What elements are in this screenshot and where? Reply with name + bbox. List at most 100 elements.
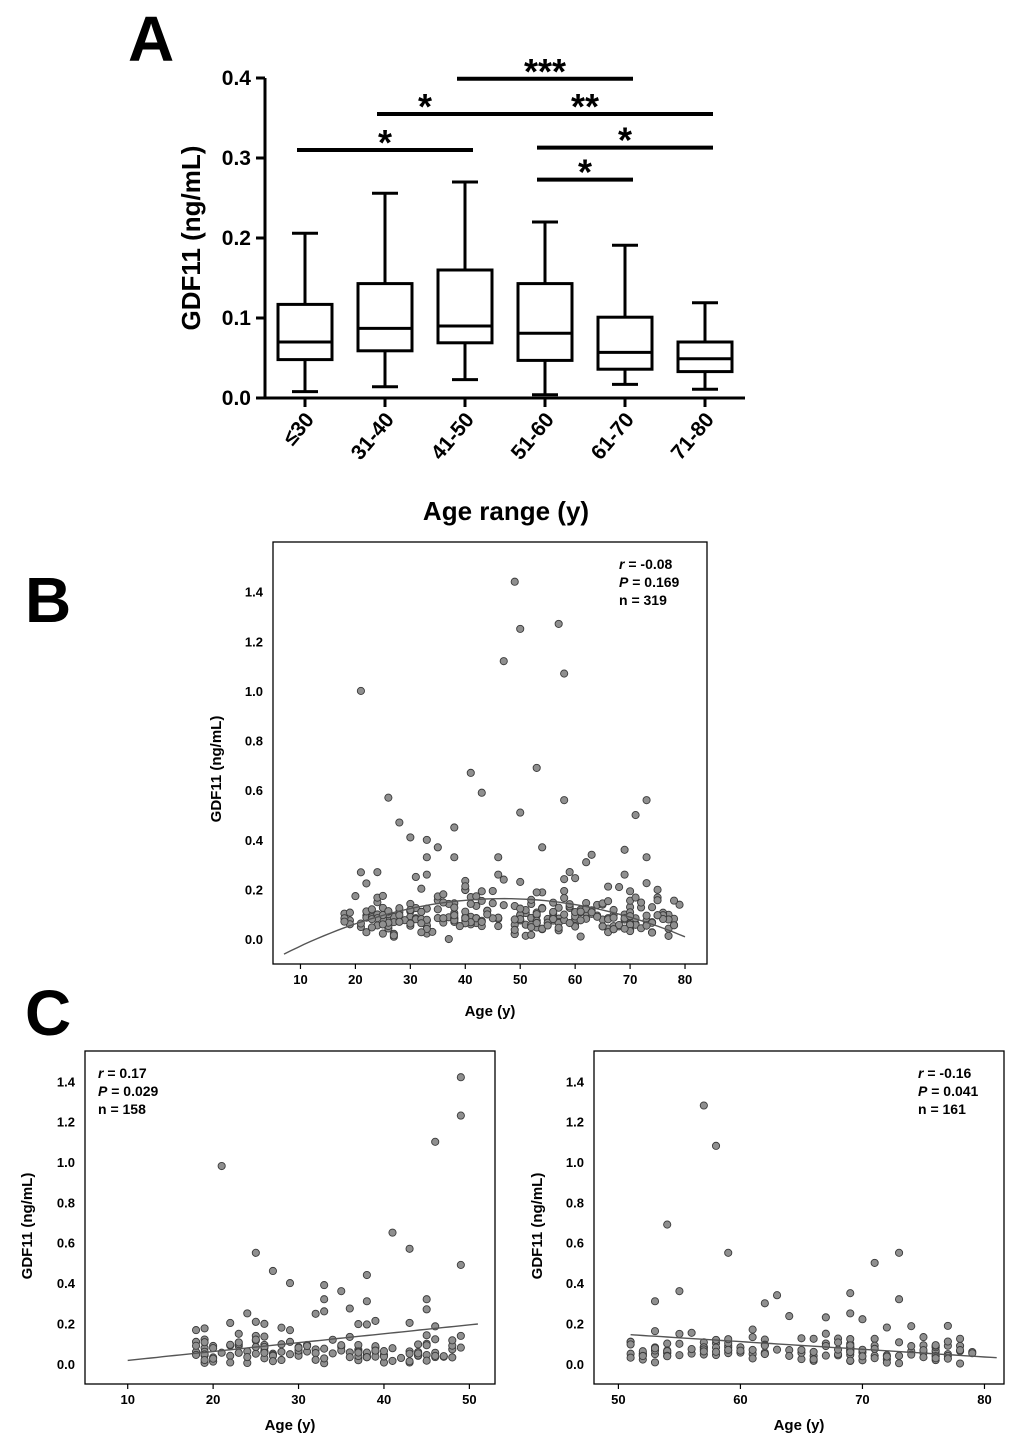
panel-b-x-tick-label: 70 (623, 972, 637, 987)
panel-b-data-point (345, 908, 354, 917)
panel-c-left-data-point (354, 1348, 363, 1357)
panel-b-data-point (648, 928, 657, 937)
panel-c-left-data-point (320, 1281, 329, 1290)
panel-c-right-data-point (687, 1345, 696, 1354)
panel-c-left-data-point (422, 1341, 431, 1350)
panel-b-data-point (675, 900, 684, 909)
panel-c-right-data-point (699, 1101, 708, 1110)
panel-b-data-point (538, 904, 547, 913)
panel-b-data-point (516, 904, 525, 913)
panel-c-left-data-point (405, 1244, 414, 1253)
panel-c-left-p-stat: P = 0.029 (98, 1083, 159, 1099)
panel-b-y-tick-label: 1.2 (245, 634, 263, 649)
panel-c-left-data-point (277, 1355, 286, 1365)
panel-c-right-data-point (699, 1347, 708, 1356)
panel-b-data-point (488, 914, 497, 923)
panel-b-data-point (466, 899, 475, 908)
panel-c-left-data-point (362, 1270, 371, 1280)
panel-c-right-data-point (724, 1345, 733, 1354)
panel-b-data-point (648, 903, 657, 912)
panel-b-data-point (477, 917, 486, 926)
panel-b-data-point (417, 928, 426, 937)
panel-b-data-point (516, 624, 525, 633)
panel-b-data-point (510, 925, 519, 934)
panel-c-right-frame (593, 1050, 1005, 1385)
panel-c-right-y-tick-label: 0.0 (566, 1357, 584, 1372)
panel-b-data-point (549, 914, 558, 924)
panel-c-left-data-point (362, 1297, 371, 1306)
panel-b-data-point (653, 885, 662, 894)
panel-b-x-tick-label: 10 (293, 972, 307, 987)
panel-b-data-point (499, 657, 508, 666)
panel-b-x-axis-label: Age (y) (465, 1003, 516, 1020)
panel-c-left-data-point (285, 1279, 295, 1288)
panel-c-left-x-tick-label: 40 (377, 1392, 391, 1407)
panel-letter-c: C (25, 977, 71, 1049)
panel-b-x-tick-label: 80 (678, 972, 692, 987)
panel-c-left-data-point (251, 1248, 260, 1257)
panel-b-y-tick-label: 0.6 (245, 783, 263, 798)
panel-c-right-data-point (626, 1353, 635, 1362)
panel-b-data-point (494, 853, 503, 862)
panel-c-left-y-tick-label: 1.4 (57, 1074, 76, 1089)
panel-c-left-data-point (260, 1319, 269, 1328)
panel-c-right-y-tick-label: 1.0 (566, 1155, 584, 1170)
panel-c-left-data-point (431, 1335, 440, 1344)
panel-b-data-point (576, 916, 585, 925)
panel-c-right-data-point (821, 1341, 830, 1351)
panel-c-right-data-point (772, 1345, 782, 1354)
panel-c-right-data-point (797, 1334, 806, 1343)
panel-c-left-data-point (191, 1326, 201, 1335)
panel-c-right-data-point (943, 1337, 952, 1346)
panel-c-right-r-stat: r = -0.16 (918, 1065, 972, 1081)
panel-b-data-point (450, 853, 459, 862)
panel-c-right-data-point (663, 1339, 672, 1348)
panel-c-left-data-point (414, 1340, 423, 1349)
panel-c-left-data-point (345, 1353, 354, 1362)
panel-c-right-data-point (626, 1340, 635, 1349)
panel-c-left-data-point (431, 1351, 440, 1360)
panel-b-data-point (669, 896, 679, 905)
panel-b-data-point (444, 934, 453, 944)
panel-c-right-data-point (895, 1359, 904, 1368)
panel-c-right-x-axis-label: Age (y) (774, 1417, 825, 1434)
panel-b-data-point (367, 905, 376, 914)
panel-c-right-data-point (846, 1356, 855, 1365)
panel-c-right-data-point (748, 1333, 757, 1342)
panel-letter-a: A (128, 3, 174, 75)
panel-c-right-x-tick-label: 50 (611, 1392, 625, 1407)
panel-c-right-data-point (882, 1352, 891, 1361)
panel-c-right-data-point (797, 1345, 806, 1355)
panel-c-right-data-point (846, 1309, 855, 1318)
panel-c-right-data-point (736, 1346, 745, 1355)
panel-c-left-data-point (303, 1341, 312, 1351)
panel-b-data-point (439, 890, 448, 899)
panel-c-right-x-tick-label: 60 (733, 1392, 747, 1407)
panel-c-left-data-point (456, 1260, 465, 1269)
panel-b-data-point (653, 896, 662, 905)
panel-c-right-data-point (675, 1351, 684, 1360)
panel-b-data-point (653, 911, 662, 920)
panel-c-left-data-point (226, 1340, 235, 1349)
panel-c-right-data-point (809, 1347, 818, 1356)
panel-c-right-data-point (821, 1313, 830, 1322)
panel-b-data-point (450, 903, 459, 912)
panel-b-data-point (389, 931, 398, 940)
panel-c-right-data-point (895, 1351, 904, 1360)
panel-a-y-tick-label: 0.0 (222, 387, 251, 410)
panel-c-left-data-point (311, 1309, 320, 1318)
panel-c-right-data-point (772, 1291, 782, 1300)
panel-c-right-data-point (858, 1315, 867, 1324)
panel-b-data-point (516, 877, 525, 886)
panel-letter-b: B (25, 564, 71, 636)
panel-c-left-x-axis-label: Age (y) (265, 1417, 316, 1434)
panel-b-data-point (494, 922, 503, 931)
panel-b-data-point (626, 887, 635, 896)
panel-b-data-point (461, 882, 470, 891)
panel-b-data-point (378, 920, 387, 929)
panel-c-left-data-point (311, 1349, 320, 1358)
panel-c-right-data-point (882, 1323, 891, 1332)
panel-c-left-data-point (431, 1137, 440, 1146)
panel-b-data-point (378, 891, 387, 900)
panel-b-data-point (560, 875, 569, 884)
